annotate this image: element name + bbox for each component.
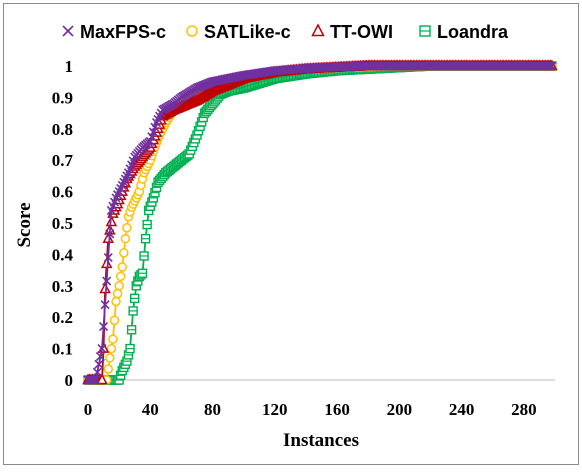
y-tick-label: 0.4 (52, 245, 74, 264)
data-point (106, 343, 117, 354)
x-tick-label: 80 (204, 400, 221, 419)
data-point (137, 268, 148, 278)
x-tick-label: 280 (511, 400, 537, 419)
legend-item: Loandra (419, 22, 509, 42)
x-tick-label: 240 (449, 400, 475, 419)
legend-item: SATLike-c (186, 22, 291, 42)
data-point (139, 251, 149, 261)
data-point (91, 375, 101, 385)
legend-item: MaxFPS-c (62, 22, 166, 42)
data-point (88, 375, 98, 385)
x-tick-label: 160 (324, 400, 350, 419)
data-point (311, 23, 325, 37)
y-tick-label: 0.5 (52, 214, 73, 233)
series-maxfps-c (83, 61, 557, 385)
data-point (95, 351, 106, 362)
data-point (545, 61, 555, 71)
data-point (114, 281, 124, 291)
data-point (547, 61, 557, 71)
y-tick-label: 0.7 (52, 151, 74, 170)
data-point (186, 25, 198, 37)
data-point (103, 252, 113, 263)
data-point (544, 61, 554, 71)
data-point (125, 343, 135, 354)
data-point (96, 373, 108, 385)
y-tick-label: 0.6 (52, 183, 73, 202)
x-tick-label: 0 (84, 400, 93, 419)
data-point (100, 300, 110, 310)
data-point (105, 229, 115, 239)
y-tick-label: 0.8 (52, 120, 73, 139)
x-tick-label: 40 (142, 400, 159, 419)
data-point (128, 306, 138, 316)
data-point (103, 364, 113, 374)
data-point (117, 262, 127, 272)
data-point (142, 219, 152, 230)
y-tick-label: 0.3 (52, 277, 73, 296)
data-point (62, 25, 74, 37)
data-point (92, 367, 102, 377)
data-point (109, 315, 120, 326)
legend-label: TT-OWI (330, 22, 393, 42)
series-layer (82, 59, 558, 385)
data-point (120, 233, 131, 244)
data-point (115, 271, 126, 282)
data-point (122, 222, 132, 233)
y-axis-title: Score (14, 202, 35, 247)
data-point (97, 344, 107, 354)
data-point (419, 25, 431, 37)
legend: MaxFPS-c SATLike-c TT-OWI Loandra (62, 22, 509, 42)
x-tick-label: 200 (387, 400, 413, 419)
data-point (108, 334, 118, 344)
y-tick-label: 0.9 (52, 88, 73, 107)
legend-item: TT-OWI (311, 22, 393, 42)
y-tick-label: 1 (65, 57, 74, 76)
data-point (99, 322, 109, 332)
data-point (102, 276, 112, 286)
data-point (89, 375, 99, 385)
x-axis-title: Instances (283, 430, 359, 451)
x-tick-label: 120 (262, 400, 288, 419)
legend-label: SATLike-c (204, 22, 291, 42)
y-tick-label: 0.2 (52, 308, 73, 327)
legend-label: Loandra (437, 22, 509, 42)
data-point (119, 248, 129, 258)
data-point (112, 288, 123, 299)
data-point (111, 296, 121, 307)
y-tick-label: 0 (65, 371, 74, 390)
data-point (140, 233, 151, 244)
data-point (129, 293, 140, 304)
data-point (105, 353, 115, 363)
legend-label: MaxFPS-c (80, 22, 166, 42)
data-point (126, 325, 137, 335)
y-tick-label: 0.1 (52, 340, 73, 359)
data-point (94, 359, 104, 369)
axes: 0 0.1 0.2 0.3 0.4 0.5 0.6 0.7 0.8 0.9 1 0 40 80 120 160… (52, 57, 555, 419)
